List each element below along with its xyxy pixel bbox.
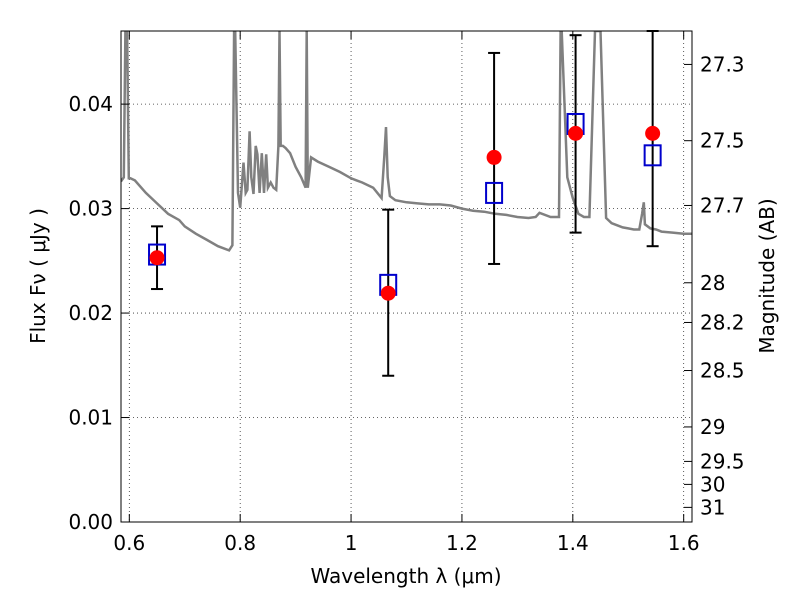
x-tick-label: 0.6 [113,531,145,555]
observed-point [380,285,396,301]
right-tick-label: 29.5 [700,449,745,473]
x-tick-label: 0.8 [224,531,256,555]
grid-lines [121,31,692,522]
y-tick-label: 0.00 [68,510,113,534]
x-tick-label: 1.2 [446,531,478,555]
plot-frame [120,30,693,523]
y-tick-label: 0.01 [68,406,113,430]
x-tick-label: 1.6 [668,531,700,555]
right-tick-label: 27.5 [700,129,745,153]
tick-labels: 0.6 0.8 1 1.2 1.4 1.6 0.00 0.01 0.02 0.03 0.04 27.3… [68,52,744,555]
x-tick-label: 1 [345,531,358,555]
model-points [148,112,662,296]
right-tick-label: 29 [700,415,725,439]
right-tick-label: 28.2 [700,310,745,334]
right-tick-label: 27.3 [700,52,745,76]
right-tick-label: 31 [700,495,725,519]
right-tick-label: 27.7 [700,193,745,217]
y-tick-label: 0.02 [68,301,113,325]
observed-point [645,125,661,141]
observed-point [486,149,502,165]
right-tick-label: 28 [700,271,725,295]
y-axis-title: Flux Fν ( μJy ) [26,208,50,344]
right-tick-label: 30 [700,472,725,496]
observed-point [149,250,165,266]
observed-points [149,125,661,301]
x-tick-label: 1.4 [557,531,589,555]
model-point-square [485,181,504,204]
right-tick-label: 28.5 [700,359,745,383]
y-tick-label: 0.03 [68,197,113,221]
y-axis-right-title: Magnitude (AB) [755,198,779,353]
error-bars [151,30,659,377]
model-spectrum-line [121,31,692,252]
x-axis-title: Wavelength λ (μm) [310,564,501,588]
model-point-square [643,144,662,167]
y-tick-label: 0.04 [68,92,113,116]
axis-ticks [121,31,692,523]
observed-point [568,125,584,141]
